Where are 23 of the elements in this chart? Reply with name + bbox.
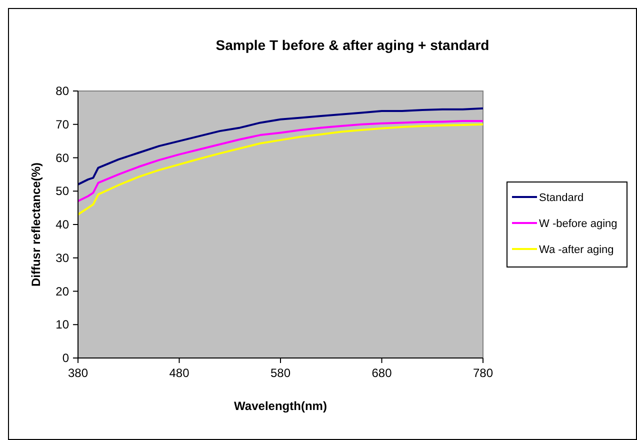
chart-title: Sample T before & after aging + standard [216, 37, 490, 53]
line-series [77, 123, 484, 216]
y-tick-label: 60 [56, 150, 70, 165]
y-tick-label: 10 [56, 318, 70, 332]
y-tick-label: 40 [56, 218, 70, 232]
x-tick-label: 780 [472, 366, 494, 380]
legend-label: W -before aging [539, 218, 618, 230]
y-tick-label: 30 [56, 250, 70, 265]
y-tick-label: 0 [62, 351, 70, 365]
line-series [77, 120, 484, 202]
x-tick-label: 680 [372, 366, 392, 380]
legend-label: Wa -after aging [539, 244, 614, 256]
x-tick-label: 580 [270, 366, 291, 380]
x-tick-label: 480 [169, 366, 190, 380]
legend-label: Standard [539, 192, 584, 204]
x-axis-title: Wavelength(nm) [234, 399, 327, 413]
y-tick-label: 70 [56, 117, 70, 132]
y-tick-label: 80 [56, 84, 70, 98]
x-tick-label: 380 [68, 366, 88, 380]
y-tick-label: 50 [56, 184, 70, 198]
y-axis-title: Diffusr reflectance(%) [29, 162, 43, 287]
line-series [77, 107, 484, 186]
y-tick-label: 20 [56, 284, 70, 298]
